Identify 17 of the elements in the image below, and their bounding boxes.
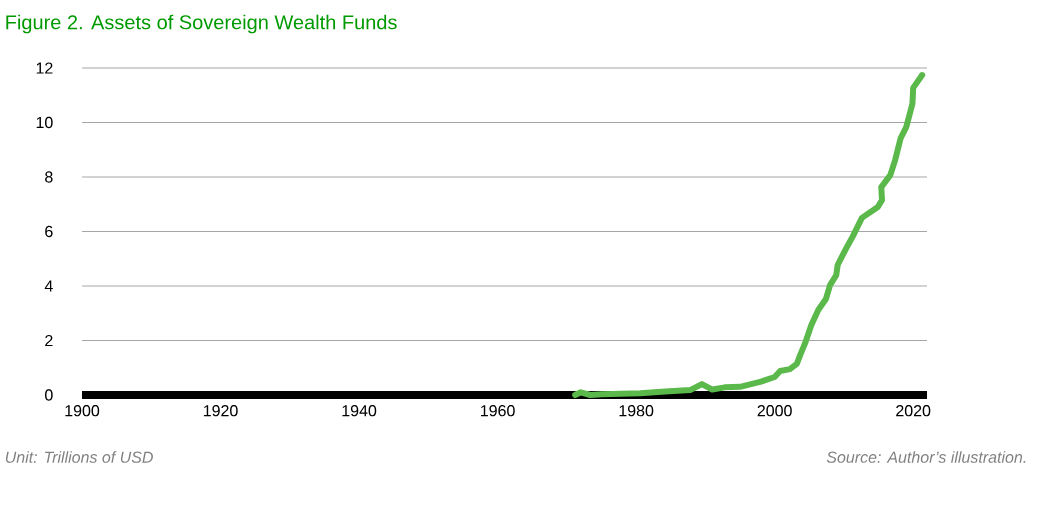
x-tick-label: 2000	[757, 405, 792, 417]
x-tick-label: 1920	[203, 405, 238, 417]
x-tick-label: 1900	[65, 405, 100, 417]
x-tick-label: 1960	[481, 405, 515, 417]
x-tick-label: 1940	[342, 405, 377, 417]
source-note: Source: Author’s illustration.	[826, 451, 1026, 463]
y-tick-label: 4	[44, 280, 53, 292]
chart-title: Figure 2. Assets of Sovereign Wealth Funds	[6, 14, 397, 34]
y-tick-label: 0	[45, 389, 53, 401]
y-tick-label: 8	[45, 171, 53, 183]
y-tick-label: 2	[45, 334, 53, 347]
text: Unit: Trillions of USD	[5, 451, 153, 463]
x-tick-label: 1980	[619, 405, 654, 417]
y-tick-label: 12	[36, 62, 53, 74]
x-tick-label: 2020	[896, 405, 931, 417]
y-tick-label: 6	[45, 225, 53, 238]
y-tick-label: 10	[36, 116, 53, 129]
